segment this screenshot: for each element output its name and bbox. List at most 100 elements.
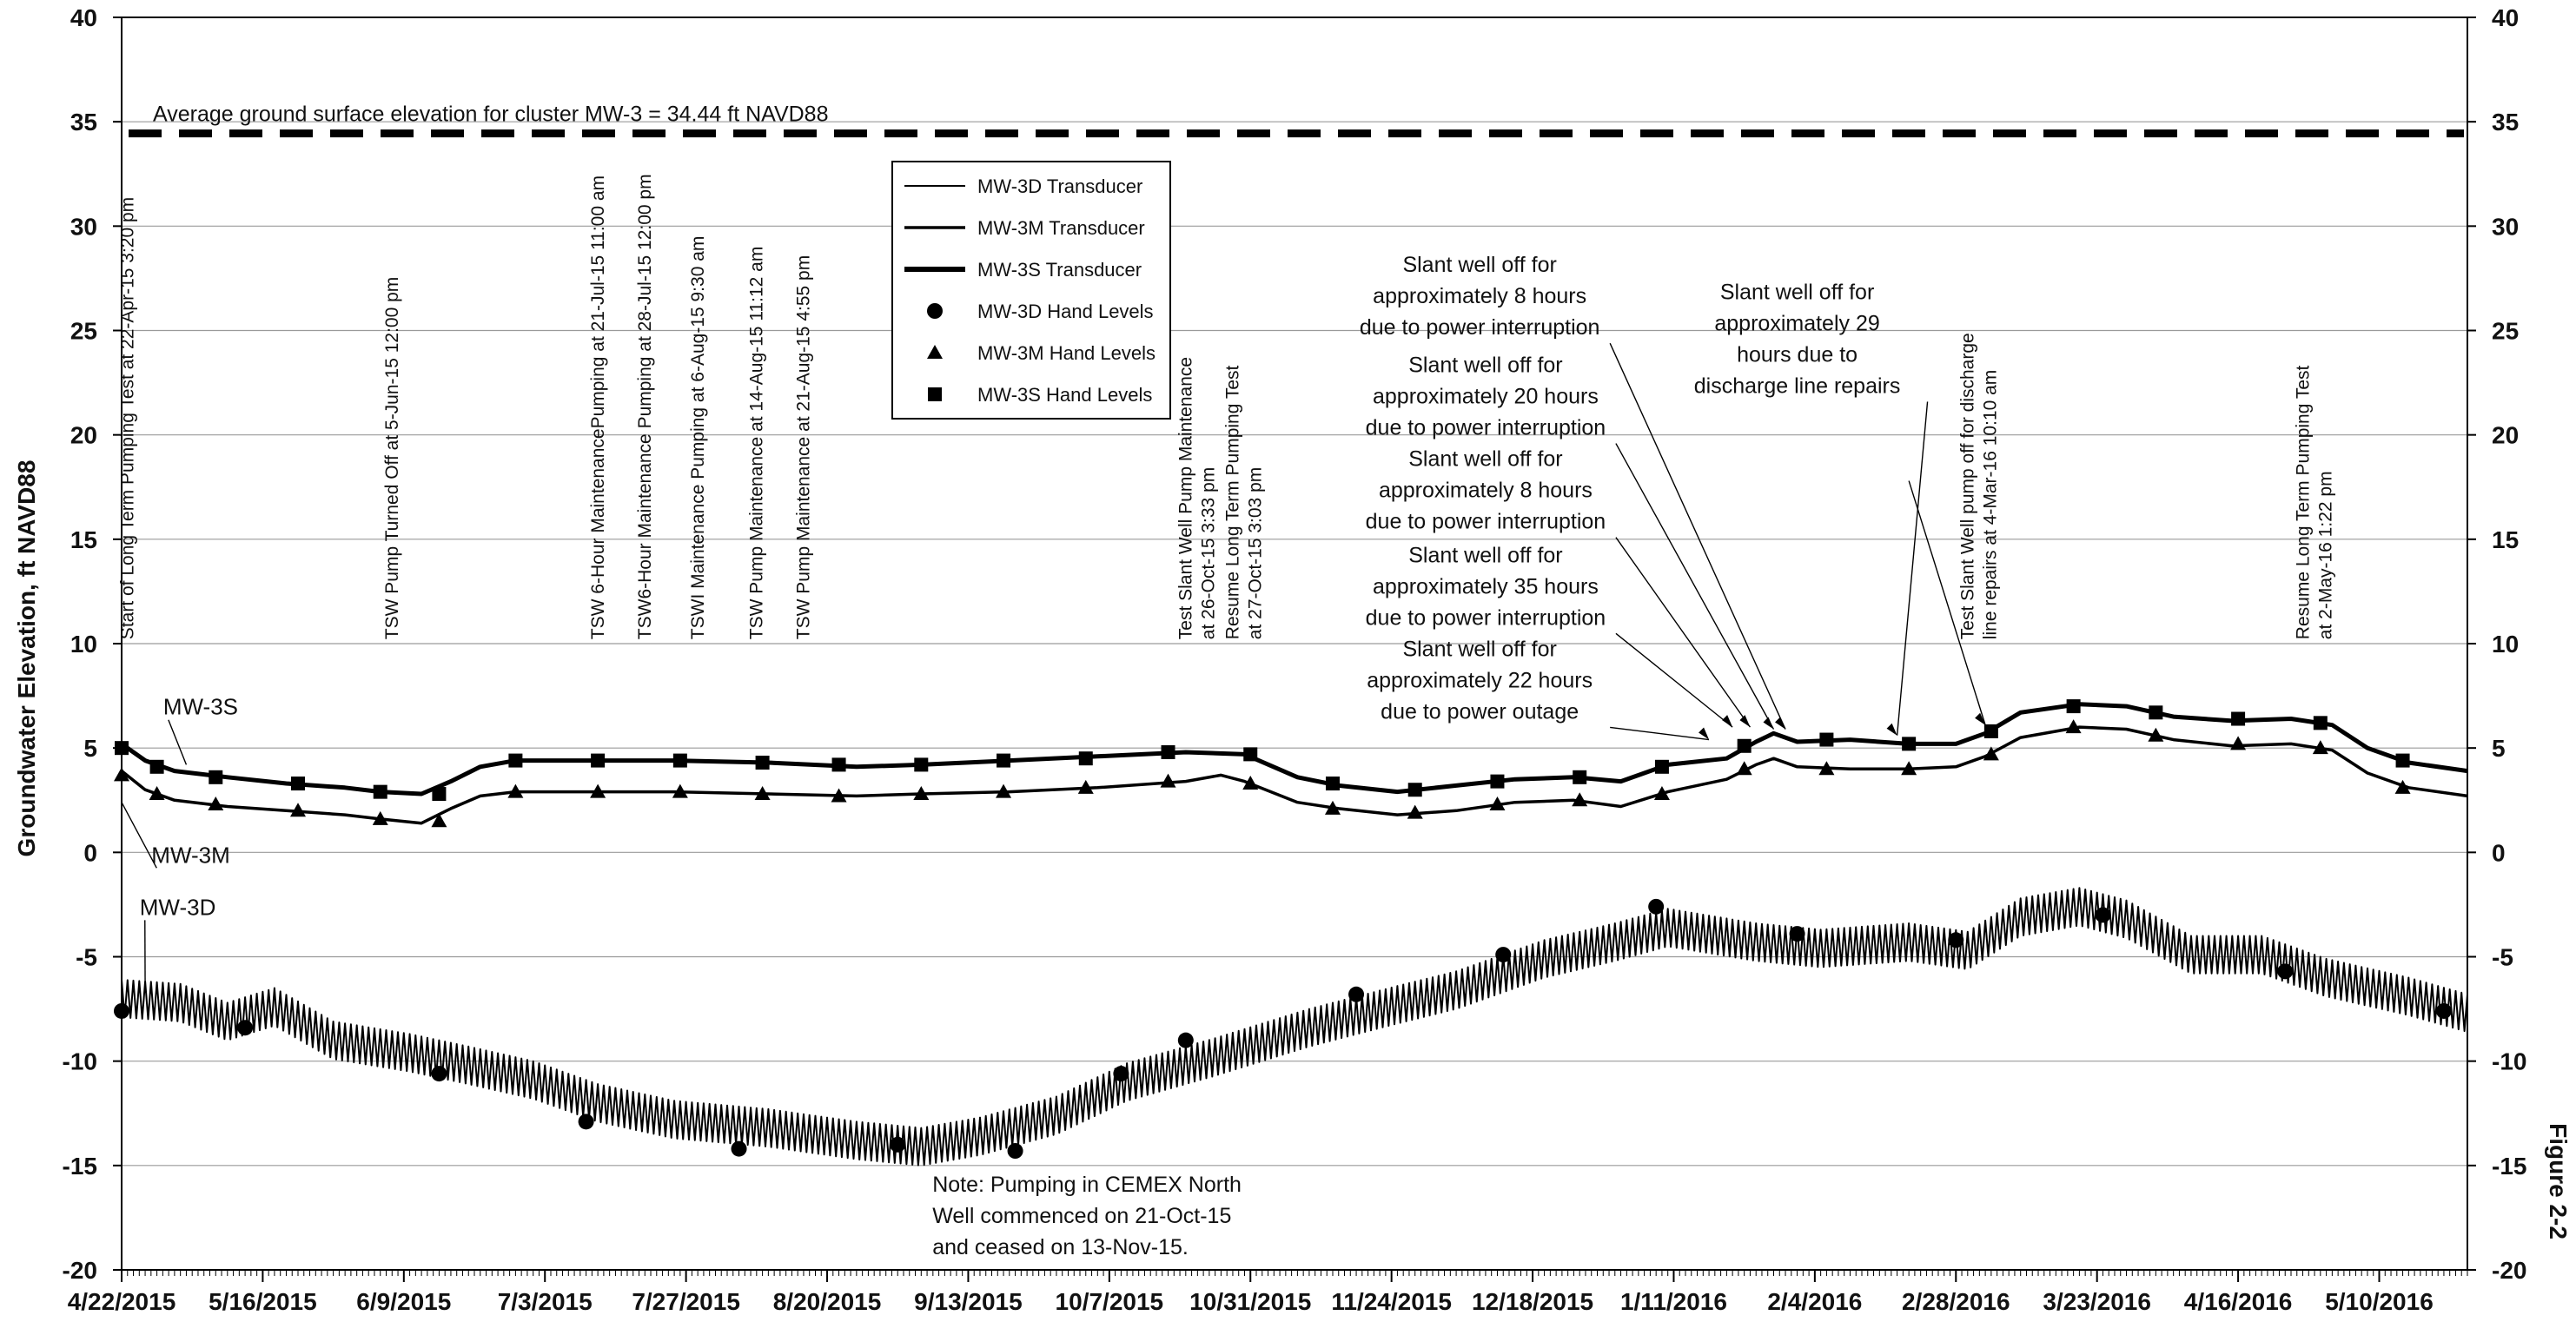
series-line-mw-3s-transducer bbox=[122, 704, 2467, 794]
mw-3d-hand-level-marker bbox=[2436, 1003, 2452, 1019]
vertical-annotation: Test Slant Well pump off for discharge bbox=[1958, 333, 1978, 639]
mw-3s-hand-level-marker bbox=[115, 741, 129, 755]
x-tick-label: 4/16/2016 bbox=[2184, 1288, 2293, 1315]
note-text: and ceased on 13-Nov-15. bbox=[932, 1235, 1189, 1259]
mw-3s-hand-level-marker bbox=[508, 754, 522, 768]
callout-text: due to power interruption bbox=[1366, 416, 1606, 440]
legend-label: MW-3M Hand Levels bbox=[977, 342, 1156, 364]
mw-3d-hand-level-marker bbox=[1495, 947, 1511, 962]
mw-3s-hand-level-marker bbox=[150, 760, 164, 774]
legend-label: MW-3D Transducer bbox=[977, 175, 1142, 197]
y-tick-label-left: -20 bbox=[63, 1257, 97, 1284]
y-tick-label-left: 35 bbox=[70, 109, 97, 136]
vertical-annotation: TSW Pump Maintenance at 21-Aug-15 4:55 p… bbox=[794, 255, 814, 639]
callout-text: Slant well off for bbox=[1402, 637, 1556, 661]
mw-3s-hand-level-marker bbox=[2231, 712, 2245, 726]
y-tick-label-right: 5 bbox=[2492, 735, 2506, 762]
callout-text: due to power outage bbox=[1381, 699, 1579, 724]
callout-text: discharge line repairs bbox=[1694, 373, 1901, 398]
y-tick-label-left: 40 bbox=[70, 4, 97, 31]
x-tick-label: 10/31/2015 bbox=[1189, 1288, 1311, 1315]
x-tick-label: 5/10/2016 bbox=[2325, 1288, 2434, 1315]
mw-3d-hand-level-marker bbox=[1113, 1066, 1129, 1081]
note-text: Note: Pumping in CEMEX North bbox=[932, 1173, 1242, 1197]
y-tick-label-right: 10 bbox=[2492, 631, 2519, 658]
callout-text: due to power interruption bbox=[1360, 315, 1600, 340]
callout-text: approximately 8 hours bbox=[1373, 284, 1586, 308]
series-label: MW-3S bbox=[163, 694, 238, 720]
mw-3s-hand-level-marker bbox=[673, 754, 687, 768]
callout-arrowhead bbox=[1739, 715, 1750, 727]
hand-level-markers bbox=[114, 699, 2452, 1159]
mw-3d-hand-level-marker bbox=[1648, 899, 1664, 915]
mw-3m-hand-level-marker bbox=[1161, 774, 1176, 788]
callout-text: approximately 22 hours bbox=[1367, 668, 1593, 692]
x-tick-label: 12/18/2015 bbox=[1472, 1288, 1593, 1315]
mw-3s-hand-level-marker bbox=[432, 787, 446, 801]
callout-text: Slant well off for bbox=[1720, 280, 1874, 304]
y-tick-label-right: 15 bbox=[2492, 526, 2519, 553]
y-tick-label-left: -10 bbox=[63, 1048, 97, 1075]
mw-3s-hand-level-marker bbox=[2396, 754, 2410, 768]
callout-leader-line bbox=[1610, 727, 1709, 739]
y-tick-label-left: 15 bbox=[70, 526, 97, 553]
y-axis-title: Groundwater Elevation, ft NAVD88 bbox=[13, 460, 40, 857]
mw-3s-hand-level-marker bbox=[832, 757, 846, 771]
vertical-annotation: Resume Long Term Pumping Test bbox=[2293, 365, 2313, 639]
legend-label: MW-3S Hand Levels bbox=[977, 384, 1152, 406]
y-tick-label-right: -20 bbox=[2492, 1257, 2526, 1284]
mw-3s-hand-level-marker bbox=[756, 756, 770, 770]
x-tick-label: 2/4/2016 bbox=[1767, 1288, 1862, 1315]
mw-3s-hand-level-marker bbox=[997, 754, 1010, 768]
mw-3m-hand-level-marker bbox=[1983, 746, 1999, 760]
x-tick-label: 2/28/2016 bbox=[1902, 1288, 2010, 1315]
legend-label: MW-3S Transducer bbox=[977, 259, 1142, 281]
y-tick-label-right: 20 bbox=[2492, 422, 2519, 449]
x-tick-label: 4/22/2015 bbox=[68, 1288, 176, 1315]
y-tick-label-right: 40 bbox=[2492, 4, 2519, 31]
figure-label: Figure 2-2 bbox=[2545, 1123, 2572, 1239]
mw-3d-hand-level-marker bbox=[732, 1141, 747, 1157]
x-tick-label: 1/11/2016 bbox=[1620, 1288, 1727, 1315]
mw-3s-hand-level-marker bbox=[1655, 760, 1669, 774]
annotations: Average ground surface elevation for clu… bbox=[118, 102, 2464, 1259]
callout-arrowhead bbox=[1699, 728, 1709, 740]
mw-3d-hand-level-marker bbox=[579, 1114, 594, 1129]
y-tick-label-left: 0 bbox=[83, 839, 97, 866]
mw-3d-hand-level-marker bbox=[1348, 987, 1364, 1002]
mw-3s-hand-level-marker bbox=[1326, 777, 1340, 790]
vertical-annotation: at 2-May-16 1:22 pm bbox=[2315, 471, 2335, 639]
vertical-annotation: line repairs at 4-Mar-16 10:10 am bbox=[1981, 370, 2001, 639]
callout-leader-line bbox=[1610, 343, 1785, 729]
legend-box bbox=[892, 162, 1170, 419]
series-lines bbox=[122, 704, 2467, 1166]
callout-text: due to power interruption bbox=[1366, 510, 1606, 534]
mw-3s-hand-level-marker bbox=[291, 777, 305, 790]
legend-square-swatch bbox=[928, 387, 942, 401]
x-tick-label: 6/9/2015 bbox=[356, 1288, 451, 1315]
mw-3d-hand-level-marker bbox=[1790, 926, 1805, 942]
y-tick-label-left: 20 bbox=[70, 422, 97, 449]
y-tick-label-left: 5 bbox=[83, 735, 97, 762]
mw-3s-hand-level-marker bbox=[1738, 739, 1752, 753]
callout-arrowhead bbox=[1775, 717, 1785, 730]
mw-3s-hand-level-marker bbox=[2149, 705, 2162, 719]
series-label-leader bbox=[169, 720, 187, 765]
y-tick-label-right: 25 bbox=[2492, 318, 2519, 345]
mw-3m-hand-level-marker bbox=[2230, 736, 2246, 750]
callout-text: hours due to bbox=[1737, 342, 1858, 367]
callout-text: approximately 35 hours bbox=[1373, 574, 1599, 598]
vertical-annotation: Start of Long Term Pumping Test at 22-Ap… bbox=[118, 197, 138, 639]
y-tick-label-left: 10 bbox=[70, 631, 97, 658]
vertical-annotation: at 27-Oct-15 3:03 pm bbox=[1246, 467, 1266, 639]
x-tick-label: 8/20/2015 bbox=[773, 1288, 882, 1315]
mw-3s-hand-level-marker bbox=[1984, 724, 1998, 738]
callout-arrowhead bbox=[1722, 715, 1732, 727]
mw-3s-hand-level-marker bbox=[209, 770, 222, 784]
mw-3d-hand-level-marker bbox=[237, 1020, 253, 1035]
mw-3d-hand-level-marker bbox=[2095, 907, 2110, 922]
